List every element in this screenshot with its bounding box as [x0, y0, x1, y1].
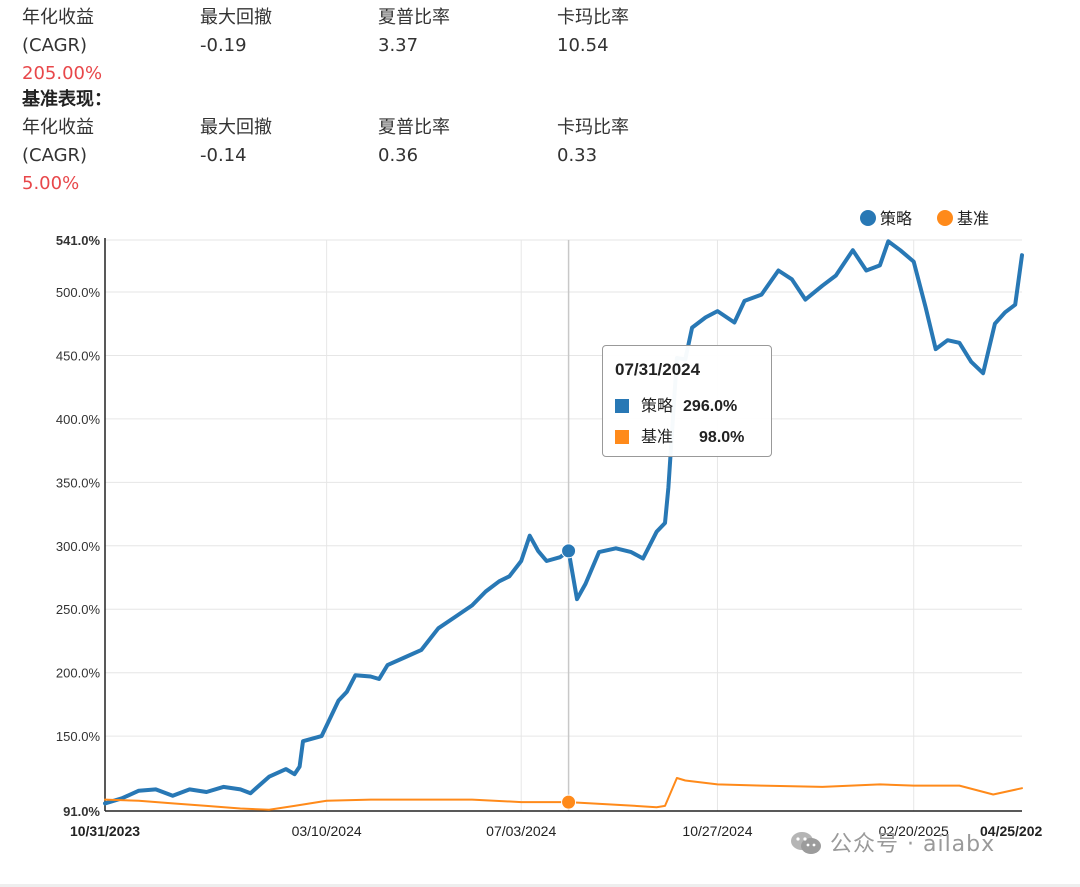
benchmark-heading: 基准表现：	[22, 89, 112, 110]
y-tick-label: 450.0%	[56, 348, 101, 363]
watermark: 公众号 · ailabx	[790, 826, 995, 858]
benchmark-drawdown-value: -0.14	[200, 145, 247, 166]
y-tick-label: 300.0%	[56, 539, 101, 554]
y-tick-label: 500.0%	[56, 285, 101, 300]
tooltip-benchmark-value: 98.0%	[699, 429, 745, 446]
x-tick-label: 10/27/2024	[682, 823, 752, 839]
y-tick-label: 400.0%	[56, 412, 101, 427]
wechat-icon	[791, 832, 821, 854]
tooltip-strategy-value: 296.0%	[683, 398, 738, 415]
strategy-sharpe-value: 3.37	[378, 35, 419, 56]
legend-strategy-label[interactable]: 策略	[880, 209, 912, 228]
strategy-cagr-label: 年化收益	[22, 7, 94, 28]
y-tick-label: 200.0%	[56, 666, 101, 681]
x-tick-label: 03/10/2024	[292, 823, 362, 839]
legend-benchmark-marker[interactable]	[937, 210, 953, 226]
chart-legend: 策略 基准	[860, 209, 989, 228]
highlight-markers	[561, 543, 577, 810]
y-axis-labels: 541.0% 500.0% 450.0% 400.0% 350.0% 300.0% 250.…	[56, 233, 101, 819]
benchmark-drawdown-label: 最大回撤	[200, 117, 272, 138]
tooltip-date: 07/31/2024	[615, 360, 701, 379]
strategy-sharpe-label: 夏普比率	[378, 7, 450, 28]
legend-strategy-marker[interactable]	[860, 210, 876, 226]
benchmark-calmar-label: 卡玛比率	[557, 117, 629, 138]
strategy-calmar-label: 卡玛比率	[557, 7, 629, 28]
series-line-strategy	[103, 239, 1024, 806]
highlight-point-strategy	[561, 543, 577, 559]
x-axis-labels: 10/31/2023 03/10/2024 07/03/2024 10/27/2024…	[70, 823, 1043, 839]
benchmark-cagr-value: 5.00%	[22, 173, 80, 194]
tooltip-row-benchmark: 基准 98.0%	[615, 423, 744, 447]
strategy-cagr-abbr: (CAGR)	[22, 35, 88, 56]
series-line-benchmark	[104, 777, 1023, 811]
legend-benchmark-label[interactable]: 基准	[957, 209, 989, 228]
x-tick-label: 02/20/2025	[879, 823, 949, 839]
y-tick-label: 541.0%	[56, 233, 101, 248]
chart-tooltip: 07/31/2024 策略 296.0% 基准 98.0%	[602, 345, 772, 457]
y-tick-label: 350.0%	[56, 475, 101, 490]
y-tick-label: 250.0%	[56, 602, 101, 617]
benchmark-cagr-abbr: (CAGR)	[22, 145, 88, 166]
x-tick-label: 07/03/2024	[486, 823, 556, 839]
tooltip-benchmark-swatch	[615, 430, 629, 444]
x-tick-label: 04/25/202	[980, 823, 1042, 839]
tooltip-row-strategy: 策略 296.0%	[615, 392, 737, 416]
y-tick-label: 150.0%	[56, 729, 101, 744]
chart-series	[103, 239, 1024, 811]
tooltip-benchmark-name: 基准	[641, 429, 674, 446]
chart-axes	[104, 238, 1022, 812]
benchmark-cagr-label: 年化收益	[22, 117, 94, 138]
benchmark-sharpe-label: 夏普比率	[378, 117, 450, 138]
x-tick-label: 10/31/2023	[70, 823, 140, 839]
strategy-drawdown-label: 最大回撤	[200, 7, 272, 28]
tooltip-strategy-name: 策略	[641, 398, 674, 415]
highlight-point-benchmark	[561, 794, 577, 810]
chart-grid	[105, 239, 1022, 811]
benchmark-calmar-value: 0.33	[557, 145, 598, 166]
tooltip-strategy-swatch	[615, 399, 629, 413]
watermark-text: 公众号 · ailabx	[830, 832, 996, 857]
strategy-cagr-value: 205.00%	[22, 63, 103, 84]
performance-chart: 541.0% 500.0% 450.0% 400.0% 350.0% 300.0% 250.…	[56, 209, 1043, 839]
strategy-drawdown-value: -0.19	[200, 35, 247, 56]
benchmark-sharpe-value: 0.36	[378, 145, 419, 166]
strategy-calmar-value: 10.54	[557, 35, 609, 56]
bottom-divider	[0, 884, 1080, 887]
y-tick-label: 91.0%	[63, 804, 100, 819]
